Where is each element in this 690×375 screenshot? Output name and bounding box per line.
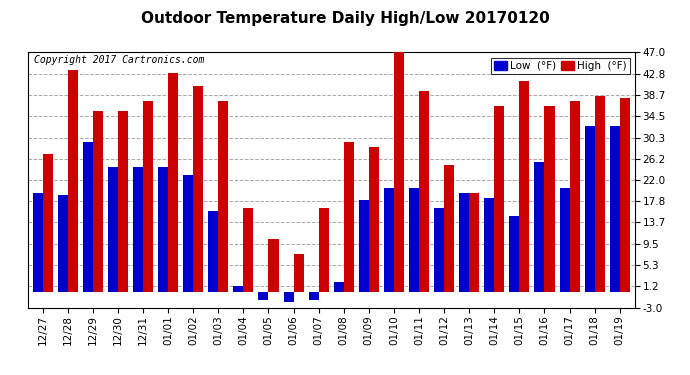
Bar	[469, 193, 480, 292]
Bar	[118, 111, 128, 292]
Bar	[569, 101, 580, 292]
Legend: Low  (°F), High  (°F): Low (°F), High (°F)	[491, 58, 629, 74]
Bar	[183, 175, 193, 292]
Bar	[620, 98, 630, 292]
Bar	[68, 70, 78, 292]
Bar	[344, 142, 354, 292]
Bar	[43, 154, 52, 292]
Bar	[244, 208, 253, 292]
Text: Outdoor Temperature Daily High/Low 20170120: Outdoor Temperature Daily High/Low 20170…	[141, 11, 549, 26]
Bar	[108, 167, 118, 292]
Bar	[58, 195, 68, 292]
Bar	[409, 188, 419, 292]
Bar	[308, 292, 319, 300]
Bar	[83, 142, 93, 292]
Bar	[419, 91, 429, 292]
Bar	[93, 111, 103, 292]
Bar	[293, 254, 304, 292]
Bar	[359, 200, 369, 292]
Bar	[434, 208, 444, 292]
Bar	[259, 292, 268, 300]
Bar	[584, 126, 595, 292]
Bar	[218, 101, 228, 292]
Bar	[158, 167, 168, 292]
Bar	[268, 238, 279, 292]
Bar	[544, 106, 555, 292]
Bar	[444, 165, 454, 292]
Bar	[334, 282, 344, 292]
Bar	[319, 208, 328, 292]
Bar	[459, 193, 469, 292]
Bar	[394, 53, 404, 292]
Bar	[610, 126, 620, 292]
Bar	[284, 292, 293, 302]
Bar	[494, 106, 504, 292]
Bar	[595, 96, 604, 292]
Bar	[509, 216, 520, 292]
Bar	[520, 81, 529, 292]
Bar	[208, 211, 218, 292]
Bar	[233, 286, 244, 292]
Bar	[133, 167, 143, 292]
Bar	[32, 193, 43, 292]
Bar	[560, 188, 569, 292]
Bar	[535, 162, 544, 292]
Text: Copyright 2017 Cartronics.com: Copyright 2017 Cartronics.com	[34, 55, 204, 65]
Bar	[484, 198, 494, 292]
Bar	[143, 101, 153, 292]
Bar	[193, 86, 204, 292]
Bar	[168, 73, 178, 292]
Bar	[384, 188, 394, 292]
Bar	[369, 147, 379, 292]
